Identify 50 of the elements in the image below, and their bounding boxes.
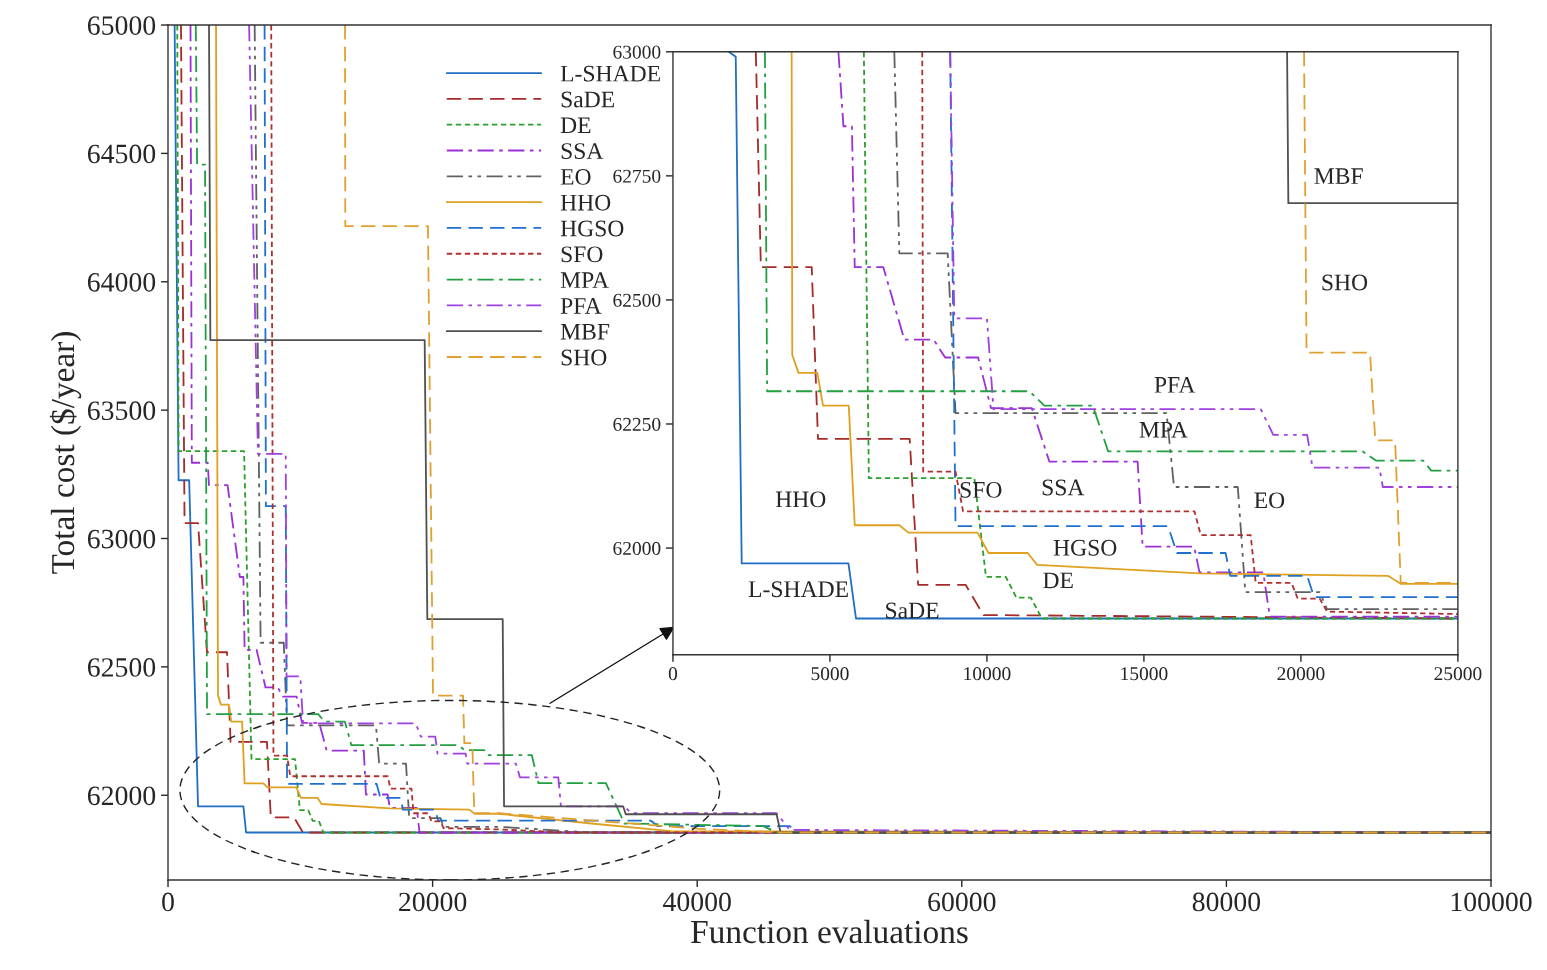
x-tick-label: 80000 <box>1192 892 1261 912</box>
x-tick-label: 40000 <box>663 892 731 912</box>
y-tick-label: 62000 <box>613 541 661 555</box>
y-tick-label: 64500 <box>87 144 156 164</box>
y-tick-label: 63500 <box>87 401 156 421</box>
legend-label: SFO <box>561 246 603 263</box>
annotation: MBF <box>1314 168 1363 184</box>
y-tick-label: 62000 <box>87 786 156 806</box>
x-tick-label: 15000 <box>1121 667 1168 681</box>
annotation: SSA <box>1042 479 1085 496</box>
y-tick-label: 63000 <box>613 45 661 59</box>
annotation: DE <box>1043 572 1073 589</box>
y-tick-label: 63000 <box>87 529 156 549</box>
x-axis-title: Function evaluations <box>691 919 968 944</box>
y-tick-label: 65000 <box>87 16 156 35</box>
y-tick-label: 62500 <box>613 293 661 307</box>
annotation: L-SHADE <box>748 581 848 598</box>
annotation: HHO <box>775 491 826 508</box>
x-tick-label: 5000 <box>811 667 849 681</box>
legend-label: PFA <box>560 298 602 314</box>
x-tick-label: 10000 <box>964 667 1011 681</box>
x-tick-label: 0 <box>162 892 174 912</box>
annotation: EO <box>1254 492 1285 509</box>
x-tick-label: 100000 <box>1451 892 1532 912</box>
annotation: PFA <box>1154 376 1196 393</box>
x-tick-label: 25000 <box>1434 667 1482 681</box>
legend-label: L-SHADE <box>560 65 660 82</box>
x-tick-label: 0 <box>668 667 678 681</box>
y-tick-label: 62500 <box>87 658 156 677</box>
legend-label: DE <box>560 117 591 134</box>
y-tick-label: 62250 <box>613 417 661 431</box>
annotation: SFO <box>960 481 1002 498</box>
x-tick-label: 20000 <box>1277 667 1325 681</box>
y-tick-label: 64000 <box>87 272 156 292</box>
legend-label: SHO <box>561 349 607 366</box>
legend-label: MPA <box>560 272 609 288</box>
legend-label: SaDE <box>561 91 615 108</box>
x-tick-label: 20000 <box>399 892 467 912</box>
annotation: HGSO <box>1053 539 1117 556</box>
y-tick-label: 62750 <box>613 169 661 183</box>
legend-label: HGSO <box>560 220 624 237</box>
annotation: MPA <box>1139 421 1188 438</box>
y-axis-title: Total cost ($/year) <box>49 332 82 574</box>
annotation: SaDE <box>886 602 939 619</box>
legend-label: MBF <box>560 323 610 340</box>
legend-label: EO <box>560 168 591 185</box>
x-tick-label: 60000 <box>928 892 996 912</box>
legend-label: SSA <box>561 143 604 160</box>
legend-label: HHO <box>560 194 611 211</box>
annotation: SHO <box>1322 274 1368 291</box>
